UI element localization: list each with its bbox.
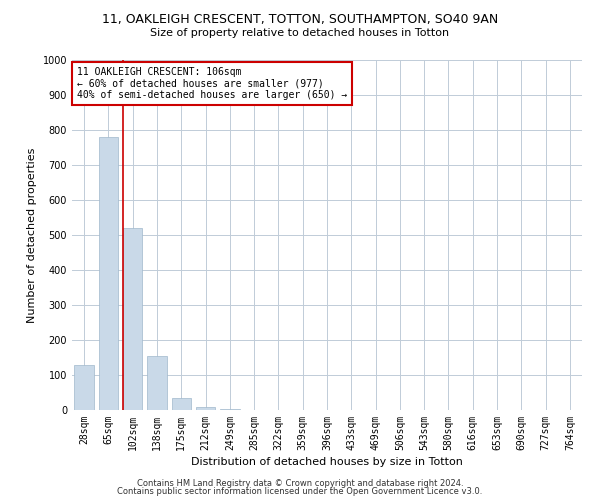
Bar — [99, 137, 118, 410]
Bar — [196, 406, 215, 410]
X-axis label: Distribution of detached houses by size in Totton: Distribution of detached houses by size … — [191, 457, 463, 467]
Y-axis label: Number of detached properties: Number of detached properties — [27, 148, 37, 322]
Bar — [147, 356, 167, 410]
Bar — [123, 228, 142, 410]
Text: Contains HM Land Registry data © Crown copyright and database right 2024.: Contains HM Land Registry data © Crown c… — [137, 478, 463, 488]
Bar — [172, 398, 191, 410]
Text: Size of property relative to detached houses in Totton: Size of property relative to detached ho… — [151, 28, 449, 38]
Bar — [74, 364, 94, 410]
Text: 11, OAKLEIGH CRESCENT, TOTTON, SOUTHAMPTON, SO40 9AN: 11, OAKLEIGH CRESCENT, TOTTON, SOUTHAMPT… — [102, 12, 498, 26]
Text: 11 OAKLEIGH CRESCENT: 106sqm
← 60% of detached houses are smaller (977)
40% of s: 11 OAKLEIGH CRESCENT: 106sqm ← 60% of de… — [77, 67, 347, 100]
Text: Contains public sector information licensed under the Open Government Licence v3: Contains public sector information licen… — [118, 487, 482, 496]
